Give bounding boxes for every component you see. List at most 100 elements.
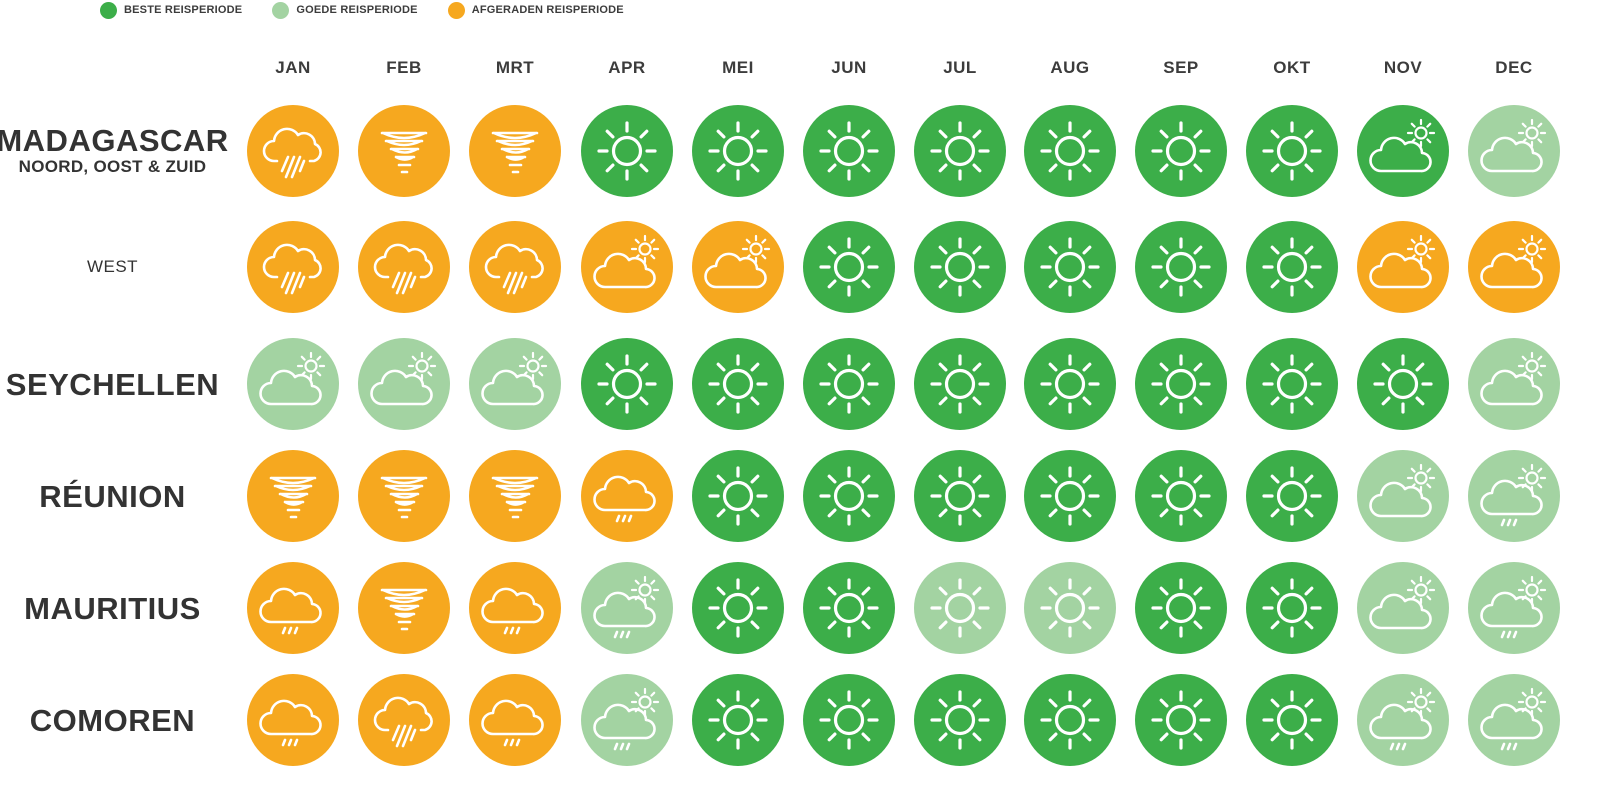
legend-dot	[272, 1, 290, 19]
weather-cell-sun-icon	[1246, 221, 1338, 313]
weather-cell-sun-icon	[1246, 674, 1338, 766]
destination-name: SEYCHELLEN	[5, 366, 220, 402]
weather-cell-sun-icon	[692, 674, 784, 766]
weather-cell-tornado-icon	[469, 105, 561, 197]
destination-row: MADAGASCAR NOORD, OOST & ZUID	[0, 101, 1600, 201]
month-label: AUG	[1050, 58, 1090, 77]
weather-cell-sun-icon	[1024, 105, 1116, 197]
legend: BESTE REISPERIODE GOEDE REISPERIODE AFGERA…	[100, 0, 654, 20]
weather-cell-storm-icon	[358, 674, 450, 766]
destination-row: RÉUNION	[0, 446, 1600, 546]
month-header: JAN FEB MRT APR MEI JUN JUL AUG SEP OKT NOV DEC	[0, 58, 1600, 82]
weather-cell-partlyrain-icon	[1468, 450, 1560, 542]
weather-cell-drizzle-icon	[247, 674, 339, 766]
month-label: NOV	[1383, 58, 1423, 77]
weather-cell-sun-icon	[1246, 105, 1338, 197]
legend-label: AFGERADEN REISPERIODE	[471, 4, 624, 16]
weather-cell-partlyrain-icon	[581, 562, 673, 654]
weather-cell-partlyrain-icon	[1357, 674, 1449, 766]
weather-cell-storm-icon	[358, 221, 450, 313]
month-label: JUN	[831, 58, 867, 77]
weather-cell-partly-icon	[1357, 105, 1449, 197]
weather-cell-sun-icon	[692, 562, 784, 654]
weather-cell-partly-icon	[469, 338, 561, 430]
weather-cell-sun-icon	[914, 450, 1006, 542]
legend-item: AFGERADEN REISPERIODE	[447, 1, 624, 19]
weather-cell-storm-icon	[247, 221, 339, 313]
weather-cell-partly-icon	[1468, 338, 1560, 430]
weather-cell-sun-icon	[1024, 562, 1116, 654]
destination-row: WEST	[0, 217, 1600, 317]
month-label: JAN	[275, 58, 311, 77]
destination-row: MAURITIUS	[0, 558, 1600, 658]
weather-cell-sun-icon	[803, 338, 895, 430]
month-label: MEI	[722, 58, 754, 77]
weather-cell-partly-icon	[247, 338, 339, 430]
destination-row: COMOREN	[0, 670, 1600, 770]
weather-cell-sun-icon	[803, 674, 895, 766]
legend-label: BESTE REISPERIODE	[124, 4, 243, 16]
weather-cell-sun-icon	[1357, 338, 1449, 430]
month-label: FEB	[386, 58, 422, 77]
weather-cell-storm-icon	[247, 105, 339, 197]
weather-cell-sun-icon	[692, 105, 784, 197]
weather-cell-sun-icon	[803, 221, 895, 313]
month-label: JUL	[943, 58, 977, 77]
destination-name: RÉUNION	[39, 478, 186, 514]
destination-name: COMOREN	[29, 702, 196, 738]
weather-cell-sun-icon	[1246, 562, 1338, 654]
legend-label: GOEDE REISPERIODE	[296, 4, 418, 16]
weather-cell-sun-icon	[1135, 338, 1227, 430]
destination-label: COMOREN	[0, 670, 225, 770]
destination-row: SEYCHELLEN	[0, 334, 1600, 434]
month-label: OKT	[1273, 58, 1311, 77]
weather-cell-storm-icon	[469, 221, 561, 313]
weather-cell-sun-icon	[1135, 105, 1227, 197]
destination-label: MADAGASCAR NOORD, OOST & ZUID	[0, 101, 228, 201]
weather-cell-sun-icon	[803, 562, 895, 654]
weather-cell-drizzle-icon	[581, 450, 673, 542]
destination-name: WEST	[86, 257, 139, 276]
weather-cell-tornado-icon	[247, 450, 339, 542]
weather-cell-partly-icon	[358, 338, 450, 430]
weather-cell-partly-icon	[1357, 562, 1449, 654]
weather-cell-tornado-icon	[358, 450, 450, 542]
weather-cell-tornado-icon	[358, 105, 450, 197]
weather-cell-drizzle-icon	[247, 562, 339, 654]
weather-cell-sun-icon	[914, 221, 1006, 313]
weather-cell-sun-icon	[581, 338, 673, 430]
destination-label: RÉUNION	[0, 446, 225, 546]
weather-cell-sun-icon	[914, 338, 1006, 430]
weather-cell-sun-icon	[1246, 338, 1338, 430]
weather-cell-drizzle-icon	[469, 562, 561, 654]
weather-cell-drizzle-icon	[469, 674, 561, 766]
weather-cell-tornado-icon	[358, 562, 450, 654]
weather-cell-sun-icon	[1024, 450, 1116, 542]
weather-cell-sun-icon	[692, 450, 784, 542]
weather-cell-sun-icon	[914, 562, 1006, 654]
destination-label: SEYCHELLEN	[0, 334, 225, 434]
month-label: SEP	[1163, 58, 1199, 77]
legend-item: BESTE REISPERIODE	[100, 1, 243, 19]
weather-cell-sun-icon	[1135, 450, 1227, 542]
weather-cell-partly-icon	[1357, 450, 1449, 542]
weather-cell-sun-icon	[1135, 562, 1227, 654]
month-label: DEC	[1495, 58, 1533, 77]
weather-cell-partly-icon	[1357, 221, 1449, 313]
destination-name: MAURITIUS	[24, 590, 201, 626]
weather-cell-partly-icon	[692, 221, 784, 313]
weather-cell-sun-icon	[1024, 338, 1116, 430]
weather-cell-partlyrain-icon	[581, 674, 673, 766]
weather-cell-sun-icon	[1246, 450, 1338, 542]
weather-cell-sun-icon	[914, 105, 1006, 197]
weather-cell-tornado-icon	[469, 450, 561, 542]
legend-dot	[100, 1, 117, 19]
weather-cell-sun-icon	[692, 338, 784, 430]
weather-cell-sun-icon	[1024, 221, 1116, 313]
destination-label: MAURITIUS	[0, 558, 225, 658]
month-label: MRT	[495, 58, 535, 77]
weather-cell-partlyrain-icon	[1468, 562, 1560, 654]
destination-label: WEST	[0, 217, 225, 317]
weather-cell-sun-icon	[914, 674, 1006, 766]
destination-subname: NOORD, OOST & ZUID	[18, 157, 207, 177]
